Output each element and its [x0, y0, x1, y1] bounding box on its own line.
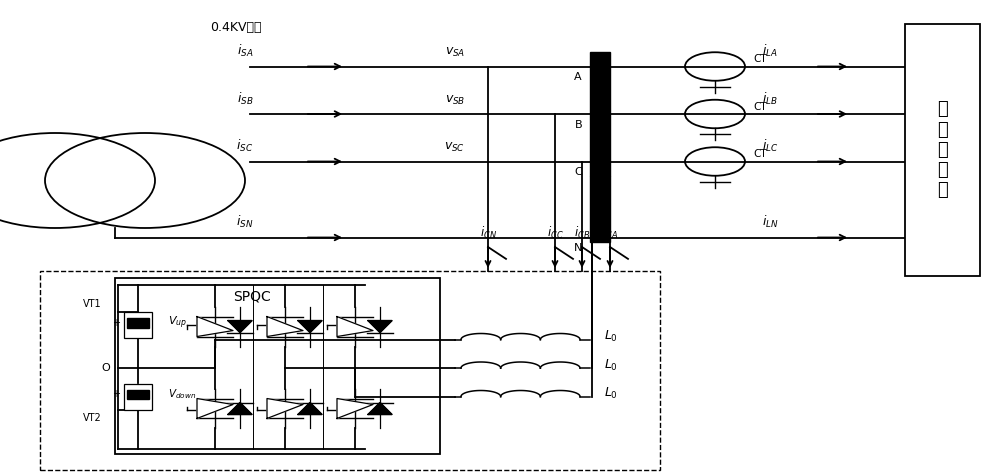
- Text: $i_{LA}$: $i_{LA}$: [762, 43, 778, 59]
- Text: +: +: [112, 389, 120, 399]
- Text: O: O: [101, 363, 110, 373]
- Text: SPQC: SPQC: [233, 290, 270, 304]
- Polygon shape: [298, 321, 322, 332]
- Polygon shape: [228, 402, 252, 415]
- FancyBboxPatch shape: [124, 313, 152, 338]
- Polygon shape: [337, 399, 373, 418]
- Text: 0.4KV配线: 0.4KV配线: [210, 21, 262, 34]
- FancyBboxPatch shape: [127, 318, 149, 328]
- Polygon shape: [197, 399, 233, 418]
- Text: $L_0$: $L_0$: [604, 329, 618, 344]
- Text: C: C: [574, 167, 582, 177]
- Polygon shape: [267, 316, 303, 337]
- Text: $L_0$: $L_0$: [604, 358, 618, 373]
- Text: $v_{SA}$: $v_{SA}$: [445, 46, 465, 59]
- Text: $i_{LN}$: $i_{LN}$: [762, 214, 778, 230]
- Text: CT: CT: [753, 102, 767, 112]
- FancyBboxPatch shape: [127, 390, 149, 399]
- Text: N: N: [574, 243, 582, 253]
- Text: $i_{CN}$: $i_{CN}$: [480, 225, 496, 241]
- Text: $v_{SB}$: $v_{SB}$: [445, 94, 465, 107]
- Polygon shape: [368, 321, 392, 332]
- Text: $V_{up}$: $V_{up}$: [168, 315, 187, 331]
- Polygon shape: [267, 399, 303, 418]
- Text: +: +: [112, 318, 120, 328]
- Text: $i_{SA}$: $i_{SA}$: [237, 43, 253, 59]
- Text: $i_{SN}$: $i_{SN}$: [236, 214, 254, 230]
- FancyBboxPatch shape: [590, 52, 610, 176]
- FancyBboxPatch shape: [124, 384, 152, 409]
- Text: CT: CT: [753, 54, 767, 64]
- Polygon shape: [298, 402, 322, 415]
- Text: $L_0$: $L_0$: [604, 386, 618, 401]
- Text: VT2: VT2: [83, 413, 102, 423]
- Text: VT1: VT1: [83, 299, 102, 309]
- Text: $i_{LB}$: $i_{LB}$: [762, 91, 778, 107]
- Text: $v_{SC}$: $v_{SC}$: [444, 141, 466, 154]
- Text: CT: CT: [753, 149, 767, 159]
- FancyBboxPatch shape: [40, 271, 660, 470]
- FancyBboxPatch shape: [905, 24, 980, 276]
- Text: A: A: [574, 72, 582, 82]
- Text: $i_{SB}$: $i_{SB}$: [237, 91, 253, 107]
- Text: $i_{SC}$: $i_{SC}$: [236, 138, 254, 154]
- Text: $i_{CA}$: $i_{CA}$: [602, 225, 618, 241]
- Text: $i_{CC}$: $i_{CC}$: [547, 225, 563, 241]
- FancyBboxPatch shape: [115, 278, 440, 454]
- Polygon shape: [337, 316, 373, 337]
- Text: $V_{down}$: $V_{down}$: [168, 387, 196, 401]
- Polygon shape: [197, 316, 233, 337]
- Text: $i_{LC}$: $i_{LC}$: [762, 138, 778, 154]
- FancyBboxPatch shape: [590, 176, 610, 242]
- Polygon shape: [368, 402, 392, 415]
- Text: B: B: [574, 120, 582, 130]
- Polygon shape: [228, 321, 252, 332]
- Text: $i_{CB}$: $i_{CB}$: [574, 225, 590, 241]
- Text: 不
平
衡
负
载: 不 平 衡 负 载: [937, 100, 948, 199]
